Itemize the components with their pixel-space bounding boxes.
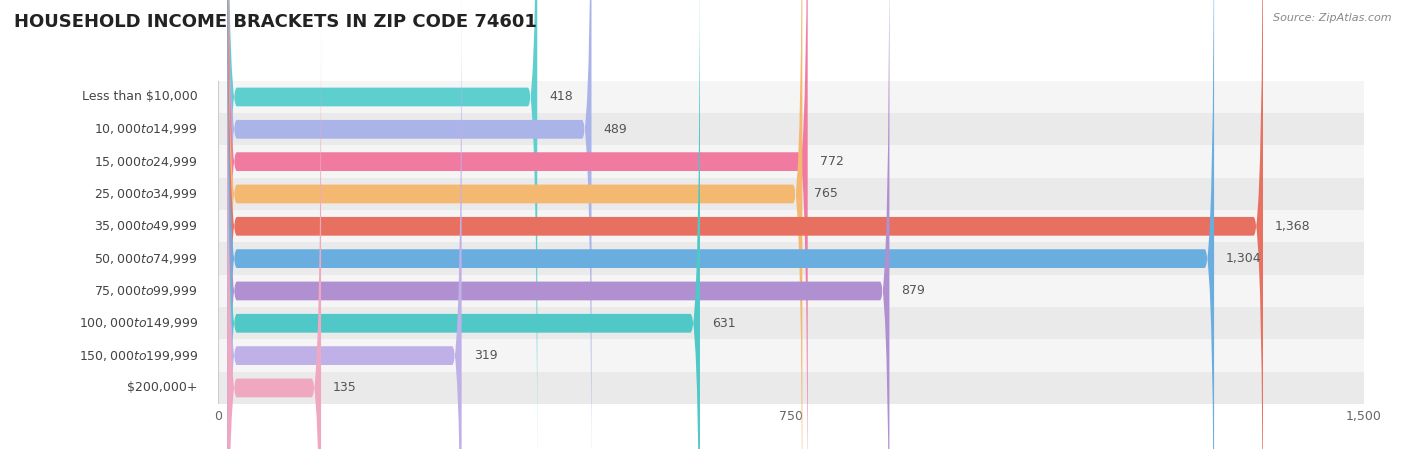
Bar [218,372,1364,404]
Text: $100,000 to $149,999: $100,000 to $149,999 [79,316,198,330]
FancyBboxPatch shape [228,0,1263,449]
Bar [218,113,1364,145]
Bar [218,145,1364,178]
Bar [218,81,1364,113]
Text: $10,000 to $14,999: $10,000 to $14,999 [94,122,198,136]
Text: 879: 879 [901,285,925,297]
Text: $25,000 to $34,999: $25,000 to $34,999 [94,187,198,201]
FancyBboxPatch shape [228,0,321,449]
Bar [218,275,1364,307]
FancyBboxPatch shape [228,0,700,449]
FancyBboxPatch shape [228,0,592,449]
FancyBboxPatch shape [228,0,461,449]
Bar [218,210,1364,242]
Text: $50,000 to $74,999: $50,000 to $74,999 [94,251,198,266]
Text: 772: 772 [820,155,844,168]
Text: 319: 319 [474,349,498,362]
FancyBboxPatch shape [228,0,1215,449]
Text: Less than $10,000: Less than $10,000 [82,91,198,103]
Bar [218,178,1364,210]
FancyBboxPatch shape [228,0,803,449]
FancyBboxPatch shape [228,0,807,449]
Text: HOUSEHOLD INCOME BRACKETS IN ZIP CODE 74601: HOUSEHOLD INCOME BRACKETS IN ZIP CODE 74… [14,13,537,31]
Text: $75,000 to $99,999: $75,000 to $99,999 [94,284,198,298]
Text: 1,368: 1,368 [1275,220,1310,233]
Bar [218,339,1364,372]
Text: 135: 135 [333,382,357,394]
Text: Source: ZipAtlas.com: Source: ZipAtlas.com [1274,13,1392,23]
FancyBboxPatch shape [228,0,890,449]
Text: 1,304: 1,304 [1226,252,1261,265]
Text: 631: 631 [711,317,735,330]
Bar [218,242,1364,275]
Text: 765: 765 [814,188,838,200]
Text: 418: 418 [550,91,574,103]
FancyBboxPatch shape [228,0,537,449]
Text: $15,000 to $24,999: $15,000 to $24,999 [94,154,198,169]
Bar [218,307,1364,339]
Text: $35,000 to $49,999: $35,000 to $49,999 [94,219,198,233]
Text: $150,000 to $199,999: $150,000 to $199,999 [79,348,198,363]
Text: $200,000+: $200,000+ [128,382,198,394]
Text: 489: 489 [603,123,627,136]
